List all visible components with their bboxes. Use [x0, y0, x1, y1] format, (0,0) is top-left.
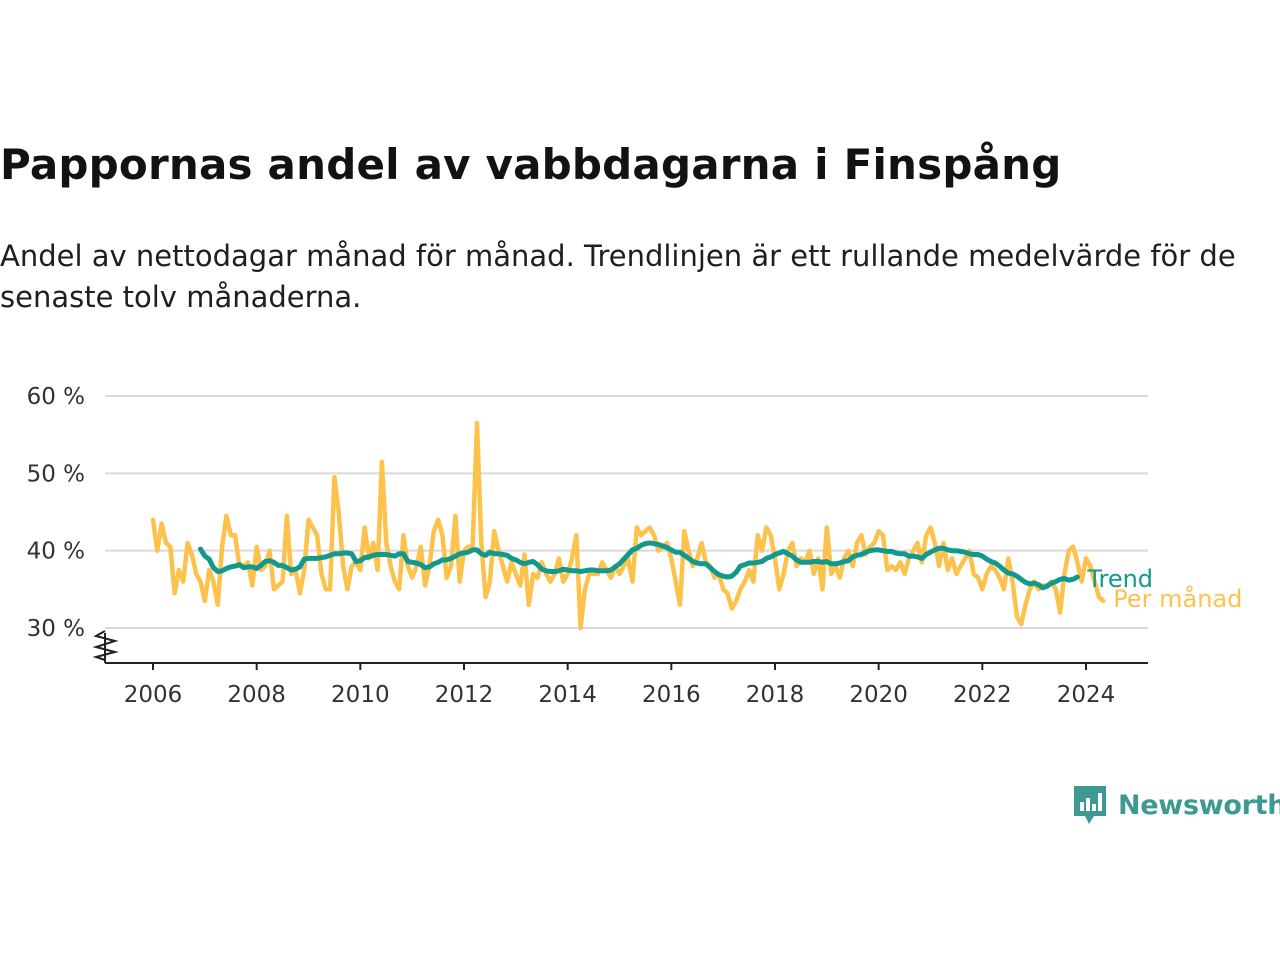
chart-subtitle: Andel av nettodagar månad för månad. Tre… [0, 239, 1236, 314]
x-tick-label: 2006 [124, 682, 183, 708]
series-lines [150, 420, 1106, 631]
newsworthy-logo[interactable]: Newsworthy [1072, 784, 1280, 826]
chart-title: Pappornas andel av vabbdagarna i Finspån… [0, 140, 1062, 189]
x-tick-label: 2024 [1057, 682, 1116, 708]
x-tick-label: 2012 [435, 682, 494, 708]
series-label-trend: Trend [1086, 565, 1153, 593]
y-tick-label: 30 % [27, 616, 85, 642]
bar-chart-speech-bubble-icon [1074, 786, 1106, 824]
brand-name: Newsworthy [1118, 789, 1280, 821]
y-axis-ticks: 30 % 40 % 50 % 60 % [27, 384, 85, 642]
x-tick-label: 2022 [953, 682, 1012, 708]
x-tick-label: 2014 [538, 682, 597, 708]
x-tick-label: 2020 [849, 682, 908, 708]
series-line-trend [198, 540, 1080, 591]
x-axis: 2006 2008 2010 2012 2014 2016 2018 2020 2022 2024 [92, 630, 1148, 708]
series-line-monthly [150, 420, 1106, 631]
grid-lines [105, 395, 1148, 629]
y-tick-label: 60 % [27, 384, 85, 410]
line-chart: 30 % 40 % 50 % 60 % 2006 2008 2010 2012 2014 201… [27, 384, 1243, 708]
x-tick-label: 2018 [746, 682, 805, 708]
x-tick-label: 2010 [331, 682, 390, 708]
y-tick-label: 50 % [27, 461, 85, 487]
y-tick-label: 40 % [27, 539, 85, 565]
x-tick-label: 2008 [227, 682, 286, 708]
axis-break-icon [92, 630, 119, 661]
x-tick-label: 2016 [642, 682, 701, 708]
series-label-monthly: Per månad [1113, 584, 1242, 613]
